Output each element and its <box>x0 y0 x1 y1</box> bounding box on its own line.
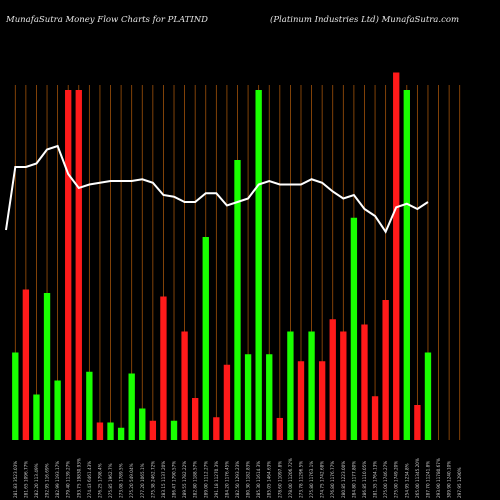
bar <box>75 90 82 440</box>
x-tick-label: 282.80 1188.57% <box>193 461 198 498</box>
x-tick-label: 285.30 11614.3% <box>256 461 261 498</box>
x-tick-label: 277.20 1065.1% <box>140 463 145 498</box>
bar <box>393 72 400 440</box>
bar <box>223 364 231 440</box>
x-tick-label: 273.78 11296.5% <box>298 461 303 498</box>
bar <box>244 354 252 440</box>
x-tick-label: 282.99 1193.17% <box>55 461 60 498</box>
bar <box>139 408 146 440</box>
chart-header-right: (Platinum Industries Ltd) MunafaSutra.co… <box>270 14 459 25</box>
bar <box>424 352 432 440</box>
bar <box>414 405 421 440</box>
x-tick-label: 309.90 1240.10% <box>447 461 452 498</box>
x-tick-label: 286.47 1790.57% <box>172 461 177 498</box>
x-tick-label: 281.83 3523.03% <box>13 461 18 498</box>
x-tick-label: 276.80 1176.77% <box>330 461 335 498</box>
bar <box>371 396 379 440</box>
x-tick-label: 281.35 1764.13% <box>373 461 378 498</box>
x-tick-label: 275.85 1962.7% <box>108 463 113 498</box>
x-tick-label: 274.43 6461.43% <box>87 461 92 498</box>
x-tick-label: 278.00 11206.72% <box>288 458 293 498</box>
x-tick-label: 289.55 1782.22% <box>182 461 187 498</box>
bar <box>213 417 220 440</box>
bar <box>287 331 294 440</box>
bar <box>255 90 262 440</box>
x-tick-label: 280.85 1223.00% <box>341 461 346 498</box>
bar <box>308 331 315 440</box>
bar <box>340 331 347 440</box>
x-tick-label: 287.70 11241.8% <box>425 461 430 498</box>
x-tick-label: 283.15 1137.20% <box>161 461 166 498</box>
x-tick-label: 275.80 11763.1% <box>309 461 314 498</box>
x-tick-label: 284.20 1176.45% <box>224 461 229 498</box>
bar <box>266 354 273 440</box>
x-tick-label: 281.65 1096.77% <box>23 461 28 498</box>
bar <box>382 300 389 440</box>
x-tick-label: 280.30 1182.83% <box>246 461 251 498</box>
x-tick-label: 293.75 19830.93% <box>76 458 81 498</box>
bar <box>86 371 93 440</box>
x-tick-label: 282.50 1293.23% <box>235 461 240 498</box>
x-tick-label: 278.60 11097.8% <box>277 461 282 498</box>
x-tick-label: 273.08 1789.5% <box>119 463 124 498</box>
x-tick-label: 274.75 1742.68% <box>320 461 325 498</box>
bar <box>170 420 178 440</box>
bar <box>276 417 283 440</box>
bar <box>181 331 188 440</box>
bar <box>65 90 72 440</box>
x-tick-label: 289.00 1112.27% <box>203 461 208 498</box>
x-tick-label: 265.00 11345.20% <box>415 458 420 498</box>
bar <box>202 237 209 440</box>
bar <box>149 420 157 440</box>
x-tick-label: 293.90 11780.67% <box>436 458 441 498</box>
bar <box>192 398 199 440</box>
bar <box>43 293 51 440</box>
line-series <box>5 144 429 234</box>
bar <box>96 422 104 440</box>
bar <box>12 352 19 440</box>
x-tick-label: 275.00 1746.27% <box>383 461 388 498</box>
bar <box>128 373 135 440</box>
bar <box>350 217 358 440</box>
x-tick-label: 276.25 1798.4% <box>97 463 102 498</box>
x-tick-label: 285.05 1464.63% <box>267 461 272 498</box>
bar <box>117 427 125 440</box>
x-tick-label: 286.85 1110.05% <box>362 461 367 498</box>
bar <box>160 296 167 440</box>
bar <box>234 160 241 440</box>
x-tick-label: 284.80 1177.80% <box>351 461 356 498</box>
x-tick-label: 282.20 113.49% <box>34 463 39 498</box>
x-tick-label: 275.38 2462.72% <box>150 461 155 498</box>
bar <box>297 361 305 440</box>
x-tick-label: 292.95 116.69% <box>45 463 50 498</box>
bar <box>329 319 336 440</box>
x-tick-label: 297.95 1290% <box>457 467 462 498</box>
bar <box>33 394 40 440</box>
x-tick-label: 275.00 1749.20% <box>394 461 399 498</box>
chart-header-left: MunafaSutra Money Flow Charts for PLATIN… <box>5 15 208 25</box>
bar <box>318 361 326 440</box>
x-tick-label: 254.95 1234.8% <box>404 463 409 498</box>
bar <box>54 380 61 440</box>
x-tick-label: 279.40 1139.27% <box>66 461 71 498</box>
bar <box>22 289 30 440</box>
bar-series <box>12 72 432 440</box>
x-tick-label: 275.20 549.04% <box>129 463 134 498</box>
x-tick-label: 291.18 11270.3% <box>214 461 219 498</box>
price-line <box>5 144 429 234</box>
x-tick-labels: 281.83 3523.03% 281.65 1096.77% 282.20 113… <box>13 458 462 498</box>
bar <box>403 90 410 440</box>
bar <box>107 422 114 440</box>
bar <box>361 324 368 440</box>
